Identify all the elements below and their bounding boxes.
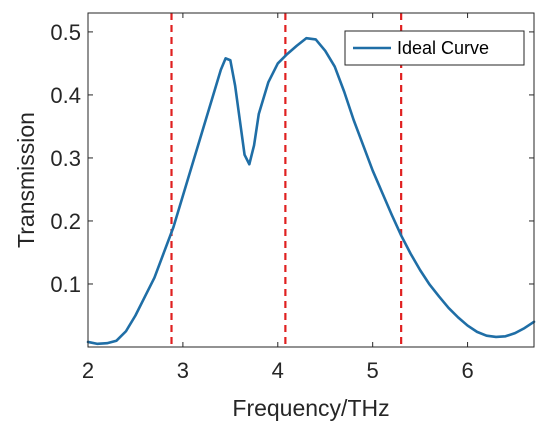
x-axis-title: Frequency/THz	[232, 395, 389, 421]
legend-label-1: Ideal Curve	[397, 38, 489, 58]
y-tick-label-1: 0.1	[50, 272, 81, 297]
legend: Ideal Curve	[344, 30, 525, 66]
axes: 2 3 4 5 6 0.1 0.2 0.3 0.4 0.5	[50, 12, 535, 383]
axes-frame	[87, 12, 535, 348]
x-tick-label-5: 6	[461, 358, 473, 383]
x-tick-label-4: 5	[367, 358, 379, 383]
x-tick-label-3: 4	[272, 358, 284, 383]
y-axis-title: Transmission	[13, 112, 39, 248]
plot-background	[88, 13, 534, 347]
x-tick-label-1: 2	[82, 358, 94, 383]
y-tick-label-3: 0.3	[50, 146, 81, 171]
y-tick-label-5: 0.5	[50, 20, 81, 45]
y-tick-label-4: 0.4	[50, 83, 81, 108]
y-tick-label-2: 0.2	[50, 209, 81, 234]
series-line-1	[86, 36, 536, 346]
x-tick-label-2: 3	[177, 358, 189, 383]
plot-area	[86, 13, 536, 347]
